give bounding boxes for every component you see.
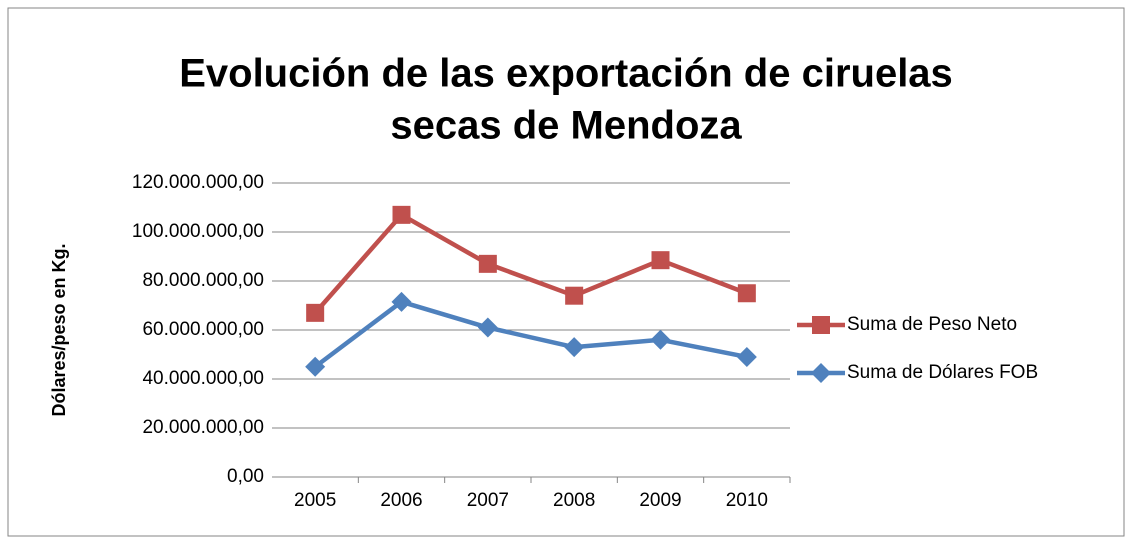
x-tick-label: 2010 — [726, 490, 768, 511]
y-tick-label: 80.000.000,00 — [142, 270, 264, 291]
marker — [651, 251, 670, 270]
marker — [306, 303, 325, 322]
x-tick-label: 2007 — [467, 490, 509, 511]
legend-label: Suma de Dólares FOB — [847, 362, 1038, 383]
chart-border — [7, 7, 1125, 537]
marker — [391, 291, 412, 312]
marker — [478, 254, 497, 273]
x-tick-label: 2006 — [380, 490, 422, 511]
y-axis-label: Dólares/peso en Kg. — [49, 243, 69, 416]
series-line — [313, 212, 748, 315]
marker — [564, 337, 585, 358]
marker — [650, 329, 671, 350]
y-tick-label: 0,00 — [227, 466, 264, 487]
marker — [736, 346, 757, 367]
marker — [477, 317, 498, 338]
y-tick-label: 20.000.000,00 — [142, 417, 264, 438]
chart-title: secas de Mendoza — [390, 104, 742, 148]
series-line — [313, 299, 748, 369]
y-tick-label: 40.000.000,00 — [142, 368, 264, 389]
x-tick-label: 2009 — [639, 490, 681, 511]
marker — [392, 205, 411, 224]
chart-title: Evolución de las exportación de ciruelas — [179, 52, 953, 96]
marker — [565, 286, 584, 305]
y-tick-label: 100.000.000,00 — [132, 221, 264, 242]
y-tick-label: 120.000.000,00 — [132, 172, 264, 193]
legend-marker — [811, 363, 831, 383]
x-tick-label: 2008 — [553, 490, 595, 511]
x-tick-label: 2005 — [294, 490, 336, 511]
legend-label: Suma de Peso Neto — [847, 314, 1017, 335]
marker — [737, 284, 756, 303]
y-tick-label: 60.000.000,00 — [142, 319, 264, 340]
legend-marker — [812, 316, 830, 334]
marker — [305, 356, 326, 377]
